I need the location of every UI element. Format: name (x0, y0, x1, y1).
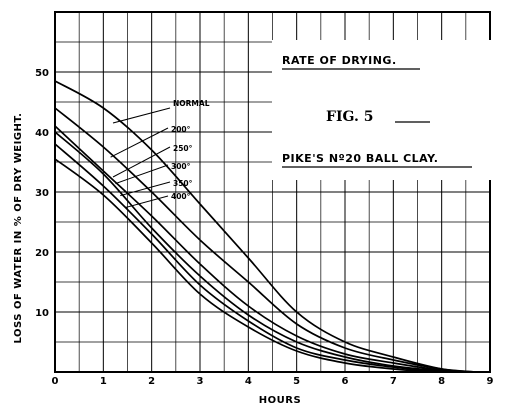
x-tick-label: 7 (390, 376, 397, 387)
x-tick-label: 0 (52, 376, 59, 387)
legend-label: 400° (171, 192, 191, 201)
x-tick-label: 1 (100, 376, 107, 387)
x-tick-label: 2 (148, 376, 155, 387)
y-tick-label: 30 (35, 188, 49, 199)
plot-frame (54, 11, 491, 373)
x-tick-label: 9 (487, 376, 494, 387)
x-tick-label: 4 (245, 376, 252, 387)
series-line (54, 158, 476, 374)
series-line (54, 125, 476, 373)
x-tick-label: 3 (197, 376, 204, 387)
legend-label: 200° (171, 125, 191, 134)
x-tick-label: 8 (438, 376, 445, 387)
series-line (54, 80, 476, 373)
series-line (54, 143, 476, 373)
legend-leader (112, 146, 171, 178)
annotation-backdrop (272, 40, 497, 180)
legend-leader (120, 181, 171, 197)
x-axis-title: HOURS (259, 395, 301, 406)
legend-layer: NORMAL 200° 250° 300° 350° 400° (110, 99, 210, 209)
x-tick-label: 5 (293, 376, 300, 387)
plot-border (54, 11, 491, 373)
chart-subtitle: PIKE'S Nº20 BALL CLAY. (282, 152, 438, 165)
series-line (54, 131, 476, 373)
y-tick-label: 40 (35, 128, 49, 139)
legend-leader (115, 164, 169, 185)
series-line (54, 107, 476, 373)
legend-leader (110, 127, 169, 158)
legend-label: NORMAL (173, 99, 210, 108)
legend-leader (124, 195, 169, 209)
tick-labels: 0 1 2 3 4 5 6 7 8 9 10 20 30 40 50 (35, 68, 493, 387)
chart-title: RATE OF DRYING. (282, 54, 397, 67)
legend-label: 250° (173, 144, 193, 153)
legend-leader (112, 107, 171, 124)
series-layer (54, 80, 476, 374)
x-tick-label: 6 (342, 376, 349, 387)
legend-label: 350° (173, 179, 193, 188)
figure-label: FIG. 5 (326, 109, 373, 125)
y-tick-label: 50 (35, 68, 49, 79)
y-axis-title: LOSS OF WATER IN % OF DRY WEIGHT. (13, 113, 24, 344)
y-tick-label: 20 (35, 248, 49, 259)
legend-label: 300° (171, 162, 191, 171)
y-tick-label: 10 (35, 308, 49, 319)
